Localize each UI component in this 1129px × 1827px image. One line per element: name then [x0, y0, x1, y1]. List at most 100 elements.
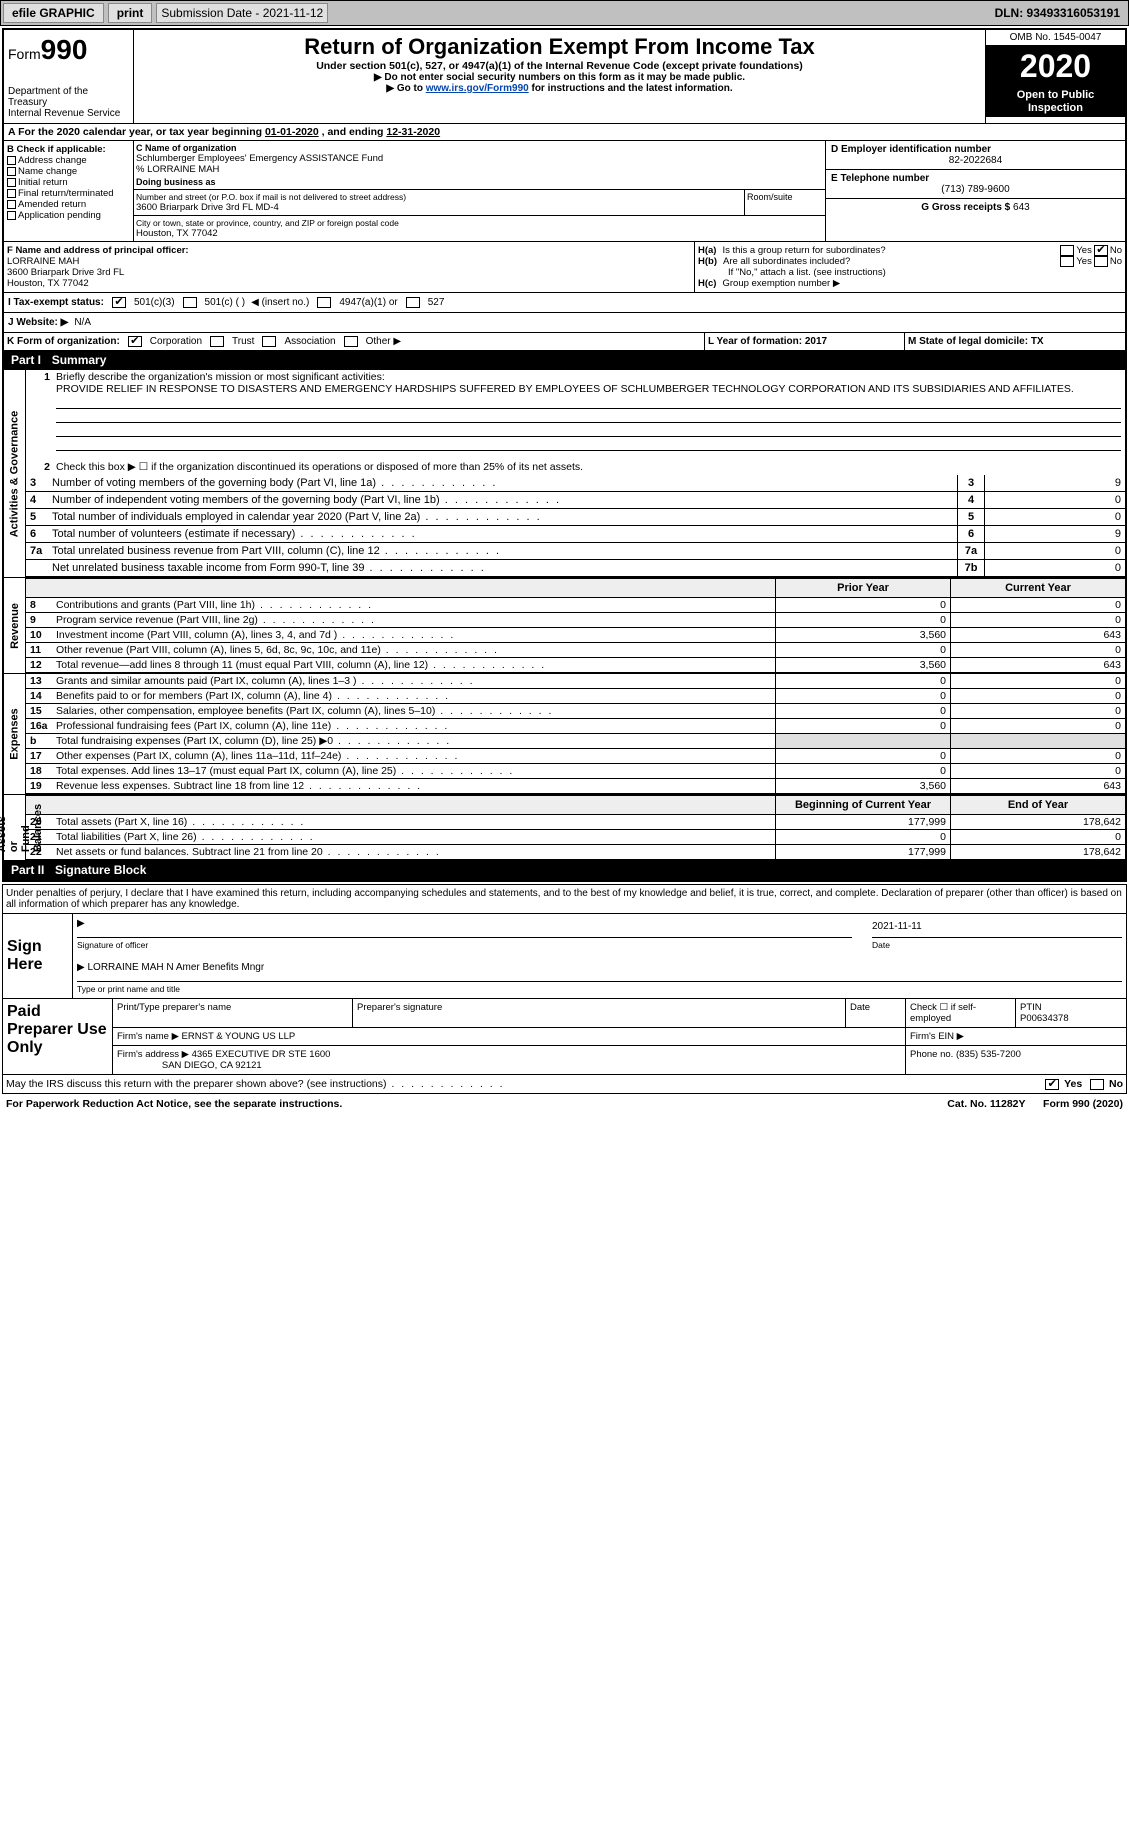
form-subtitle-2: ▶ Do not enter social security numbers o… [138, 72, 981, 83]
self-emp-label: Check ☐ if self-employed [906, 999, 1016, 1027]
city-value: Houston, TX 77042 [136, 228, 823, 239]
gov-line: 5Total number of individuals employed in… [26, 509, 1125, 526]
goto-post: for instructions and the latest informat… [529, 83, 733, 94]
k-label: K Form of organization: [7, 336, 120, 347]
part-i-bar: Part I Summary [4, 350, 1125, 370]
hb-no[interactable] [1094, 256, 1108, 267]
i-label: I Tax-exempt status: [8, 297, 104, 308]
sig-date: 2021-11-11 [872, 921, 922, 932]
period-end: 12-31-2020 [386, 126, 440, 138]
chk-527[interactable] [406, 297, 420, 308]
end-year-hdr: End of Year [950, 796, 1125, 814]
irs-link[interactable]: www.irs.gov/Form990 [426, 83, 529, 94]
beg-year-hdr: Beginning of Current Year [775, 796, 950, 814]
discuss-yes[interactable] [1045, 1079, 1059, 1090]
top-toolbar: efile GRAPHIC print Submission Date - 20… [0, 0, 1129, 26]
org-name-2: % LORRAINE MAH [136, 164, 823, 175]
prep-sig-hdr: Preparer's signature [353, 999, 846, 1027]
fin-line: 21Total liabilities (Part X, line 26)00 [26, 830, 1125, 845]
officer-addr1: 3600 Briarpark Drive 3rd FL [7, 267, 124, 278]
gov-line: 4Number of independent voting members of… [26, 492, 1125, 509]
section-b: B Check if applicable: Address change Na… [4, 141, 134, 241]
chk-initial-return[interactable] [7, 178, 16, 187]
city-label: City or town, state or province, country… [136, 218, 823, 228]
mission-text: PROVIDE RELIEF IN RESPONSE TO DISASTERS … [56, 383, 1074, 395]
fin-line: 11Other revenue (Part VIII, column (A), … [26, 643, 1125, 658]
chk-amended[interactable] [7, 200, 16, 209]
section-i: I Tax-exempt status: 501(c)(3) 501(c) ( … [4, 292, 1125, 312]
section-l: L Year of formation: 2017 [705, 333, 905, 350]
c-name-label: C Name of organization [136, 143, 823, 153]
gov-line: 3Number of voting members of the governi… [26, 475, 1125, 492]
org-name-1: Schlumberger Employees' Emergency ASSIST… [136, 153, 823, 164]
section-m: M State of legal domicile: TX [905, 333, 1125, 350]
website-value: N/A [74, 317, 91, 328]
fin-line: 22Net assets or fund balances. Subtract … [26, 845, 1125, 860]
fin-line: 14Benefits paid to or for members (Part … [26, 689, 1125, 704]
dln-label: DLN: 93493316053191 [995, 6, 1126, 20]
name-caption: Type or print name and title [77, 984, 1122, 994]
form-990: Form990 Department of the Treasury Inter… [2, 28, 1127, 882]
form-ref: Form 990 (2020) [1043, 1098, 1123, 1110]
fin-line: 15Salaries, other compensation, employee… [26, 704, 1125, 719]
discuss-question: May the IRS discuss this return with the… [6, 1078, 505, 1090]
prior-year-hdr: Prior Year [775, 579, 950, 597]
chk-4947[interactable] [317, 297, 331, 308]
addr-label: Number and street (or P.O. box if mail i… [136, 192, 742, 202]
hc-label: Group exemption number ▶ [722, 278, 840, 289]
hb-yes[interactable] [1060, 256, 1074, 267]
sig-arrow-icon: ▶ [77, 918, 85, 929]
gov-line: Net unrelated business taxable income fr… [26, 560, 1125, 577]
sig-officer-caption: Signature of officer [77, 940, 852, 950]
ha-yes[interactable] [1060, 245, 1074, 256]
chk-address-change[interactable] [7, 156, 16, 165]
g-label: G Gross receipts $ [921, 202, 1013, 213]
dba-label: Doing business as [136, 177, 823, 187]
gov-line: 6Total number of volunteers (estimate if… [26, 526, 1125, 543]
chk-assoc[interactable] [262, 336, 276, 347]
tax-year: 2020 [986, 46, 1125, 87]
e-label: E Telephone number [831, 173, 1120, 184]
phone-value: (713) 789-9600 [831, 184, 1120, 195]
discuss-no[interactable] [1090, 1079, 1104, 1090]
section-f: F Name and address of principal officer:… [4, 242, 695, 292]
omb-number: OMB No. 1545-0047 [986, 30, 1125, 46]
fin-line: 19Revenue less expenses. Subtract line 1… [26, 779, 1125, 794]
firm-addr2: SAN DIEGO, CA 92121 [162, 1060, 262, 1071]
ha-label: Is this a group return for subordinates? [722, 245, 1058, 256]
chk-trust[interactable] [210, 336, 224, 347]
chk-501c3[interactable] [112, 297, 126, 308]
fin-line: 9Program service revenue (Part VIII, lin… [26, 613, 1125, 628]
sig-arrow-icon-2: ▶ [77, 962, 85, 973]
fin-line: 18Total expenses. Add lines 13–17 (must … [26, 764, 1125, 779]
d-label: D Employer identification number [831, 144, 1120, 155]
section-j: J Website: ▶ N/A [4, 312, 1125, 332]
period-mid: , and ending [322, 126, 387, 138]
fin-line: 16aProfessional fundraising fees (Part I… [26, 719, 1125, 734]
section-c: C Name of organization Schlumberger Empl… [134, 141, 825, 241]
open-to-public: Open to Public Inspection [986, 87, 1125, 117]
form-title: Return of Organization Exempt From Incom… [138, 34, 981, 60]
section-h: H(a)Is this a group return for subordina… [695, 242, 1125, 292]
prep-name-hdr: Print/Type preparer's name [113, 999, 353, 1027]
curr-year-hdr: Current Year [950, 579, 1125, 597]
signature-declaration: Under penalties of perjury, I declare th… [3, 885, 1126, 914]
fin-line: 20Total assets (Part X, line 16)177,9991… [26, 815, 1125, 830]
ha-no[interactable] [1094, 245, 1108, 256]
vtab-revenue: Revenue [9, 603, 21, 649]
chk-corp[interactable] [128, 336, 142, 347]
firm-phone: (835) 535-7200 [956, 1049, 1021, 1060]
print-button[interactable]: print [108, 3, 153, 23]
hb-label: Are all subordinates included? [723, 256, 1058, 267]
pra-notice: For Paperwork Reduction Act Notice, see … [6, 1098, 342, 1110]
q1-label: Briefly describe the organization's miss… [56, 371, 385, 383]
ein-value: 82-2022684 [831, 155, 1120, 166]
j-label: J Website: ▶ [8, 317, 68, 328]
chk-app-pending[interactable] [7, 211, 16, 220]
chk-other[interactable] [344, 336, 358, 347]
paid-preparer-label: Paid Preparer Use Only [3, 999, 113, 1074]
chk-final-return[interactable] [7, 189, 16, 198]
chk-501c[interactable] [183, 297, 197, 308]
chk-name-change[interactable] [7, 167, 16, 176]
b-label: B Check if applicable: [7, 144, 130, 155]
